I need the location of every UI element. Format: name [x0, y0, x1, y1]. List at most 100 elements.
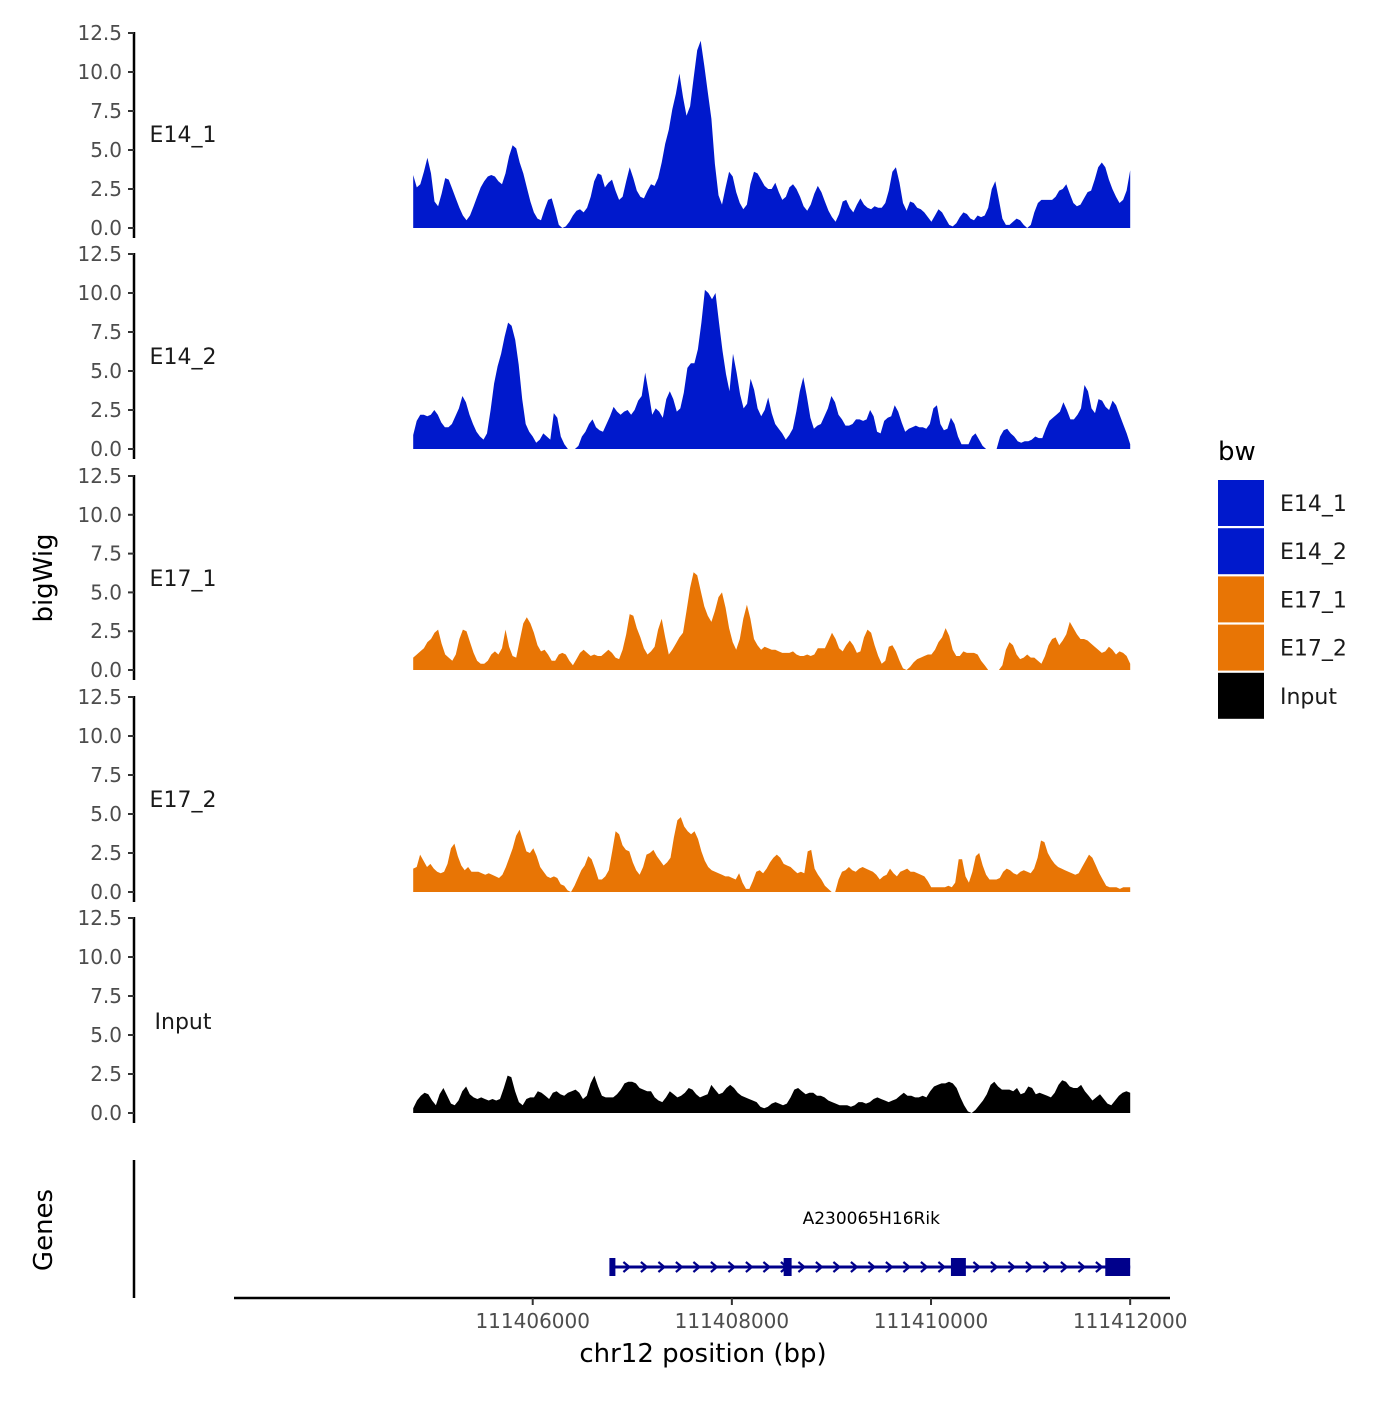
y-tick-label: 10.0 — [77, 281, 122, 305]
legend-label: Input — [1280, 685, 1337, 710]
track-label-e17_2: E17_2 — [150, 788, 217, 813]
strand-arrow — [990, 1261, 999, 1273]
y-tick-label: 7.5 — [90, 984, 122, 1008]
strand-arrow — [657, 1261, 667, 1273]
track-e17_1: 0.0 2.5 5.0 7.5 10.0 12.5 E17_1 — [77, 464, 1131, 682]
y-tick-label: 5.0 — [90, 1023, 122, 1047]
strand-arrow — [1095, 1261, 1104, 1273]
legend-swatch — [1218, 528, 1264, 575]
strand-arrow — [1025, 1261, 1034, 1273]
tracks-layer: 0.0 2.5 5.0 7.5 10.0 12.5 E14_1 0.0 2.5 5.0 7.5 10.… — [77, 21, 1131, 1125]
legend-swatch — [1218, 480, 1264, 526]
legend: bw E14_1 E14_2 E17_1 E17_2 Input — [1218, 437, 1347, 719]
gene-exon — [950, 1258, 966, 1276]
legend-swatch — [1218, 576, 1264, 623]
track-e17_2: 0.0 2.5 5.0 7.5 10.0 12.5 E17_2 — [77, 685, 1131, 904]
y-tick-label: 12.5 — [77, 242, 122, 266]
strand-arrow — [797, 1261, 807, 1273]
track-label-e14_1: E14_1 — [150, 123, 217, 148]
legend-swatch — [1218, 672, 1264, 719]
legend-entry-e14_1: E14_1 — [1218, 480, 1347, 526]
y-tick-label: 7.5 — [90, 99, 122, 123]
strand-arrow — [937, 1261, 947, 1273]
x-tick-label: 111412000 — [1073, 1309, 1188, 1333]
y-tick-label: 7.5 — [90, 542, 122, 566]
y-tick-label: 10.0 — [77, 945, 122, 969]
strand-arrow — [640, 1261, 649, 1273]
y-tick-label: 0.0 — [90, 658, 122, 682]
area-e14_1 — [413, 40, 1131, 228]
legend-entry-e17_1: E17_1 — [1218, 576, 1347, 623]
y-tick-label: 12.5 — [77, 906, 122, 930]
y-tick-label: 0.0 — [90, 880, 122, 904]
strand-arrow — [1060, 1261, 1069, 1273]
y-axis-title: bigWig — [29, 533, 59, 622]
y-tick-label: 12.5 — [77, 685, 122, 709]
y-tick-label: 0.0 — [90, 437, 122, 461]
strand-arrow — [885, 1261, 894, 1273]
track-label-input: Input — [155, 1010, 212, 1035]
x-axis: 111406000 111408000 111410000 111412000 — [234, 1296, 1188, 1333]
strand-arrow — [867, 1261, 877, 1273]
strand-arrow — [832, 1261, 842, 1273]
track-e14_1: 0.0 2.5 5.0 7.5 10.0 12.5 E14_1 — [77, 21, 1131, 240]
strand-arrow — [762, 1261, 772, 1273]
strand-arrow — [622, 1261, 632, 1273]
strand-arrow — [1077, 1261, 1087, 1273]
legend-entry-input: Input — [1218, 672, 1337, 719]
legend-entry-e14_2: E14_2 — [1218, 528, 1347, 575]
x-tick-label: 111410000 — [874, 1309, 989, 1333]
strand-arrow — [745, 1261, 754, 1273]
strand-arrow — [850, 1261, 859, 1273]
strand-arrow — [710, 1261, 719, 1273]
area-input — [413, 1075, 1131, 1113]
genes-panel: A230065H16Rik — [132, 1160, 1131, 1298]
track-e14_2: 0.0 2.5 5.0 7.5 10.0 12.5 E14_2 — [77, 242, 1131, 461]
y-tick-label: 7.5 — [90, 763, 122, 787]
strand-arrow — [972, 1261, 982, 1273]
gene-a230065h16rik: A230065H16Rik — [609, 1209, 1131, 1276]
y-tick-label: 2.5 — [90, 619, 122, 643]
legend-label: E17_2 — [1280, 637, 1347, 662]
y-tick-label: 0.0 — [90, 216, 122, 240]
gene-exon — [609, 1258, 616, 1276]
y-tick-label: 7.5 — [90, 320, 122, 344]
y-tick-label: 2.5 — [90, 177, 122, 201]
x-axis-title: chr12 position (bp) — [579, 1339, 826, 1369]
strand-arrow — [902, 1261, 912, 1273]
y-tick-label: 2.5 — [90, 841, 122, 865]
y-tick-label: 12.5 — [77, 464, 122, 488]
y-tick-label: 5.0 — [90, 802, 122, 826]
strand-arrow — [920, 1261, 929, 1273]
strand-arrow — [727, 1261, 737, 1273]
strand-arrow — [1007, 1261, 1017, 1273]
gene-exon — [1105, 1258, 1131, 1276]
y-tick-label: 10.0 — [77, 503, 122, 527]
track-label-e17_1: E17_1 — [150, 567, 217, 592]
y-tick-label: 10.0 — [77, 60, 122, 84]
y-tick-label: 10.0 — [77, 724, 122, 748]
legend-swatch — [1218, 624, 1264, 671]
y-tick-label: 5.0 — [90, 359, 122, 383]
track-input: 0.0 2.5 5.0 7.5 10.0 12.5 Input — [77, 906, 1131, 1125]
strand-arrow — [1042, 1261, 1052, 1273]
area-e14_2 — [413, 289, 1131, 449]
y-tick-label: 2.5 — [90, 398, 122, 422]
strand-arrow — [815, 1261, 824, 1273]
gene-name-label: A230065H16Rik — [803, 1209, 940, 1229]
y-tick-label: 5.0 — [90, 580, 122, 604]
strand-arrow — [692, 1261, 702, 1273]
y-tick-label: 5.0 — [90, 138, 122, 162]
legend-label: E14_1 — [1280, 492, 1347, 517]
x-tick-label: 111406000 — [475, 1309, 590, 1333]
area-e17_2 — [413, 817, 1131, 892]
legend-entry-e17_2: E17_2 — [1218, 624, 1347, 671]
genes-axis-title: Genes — [29, 1189, 59, 1271]
y-tick-label: 12.5 — [77, 21, 122, 45]
area-e17_1 — [413, 572, 1131, 670]
strand-arrow — [675, 1261, 684, 1273]
gene-exon — [783, 1258, 792, 1276]
y-tick-label: 0.0 — [90, 1101, 122, 1125]
